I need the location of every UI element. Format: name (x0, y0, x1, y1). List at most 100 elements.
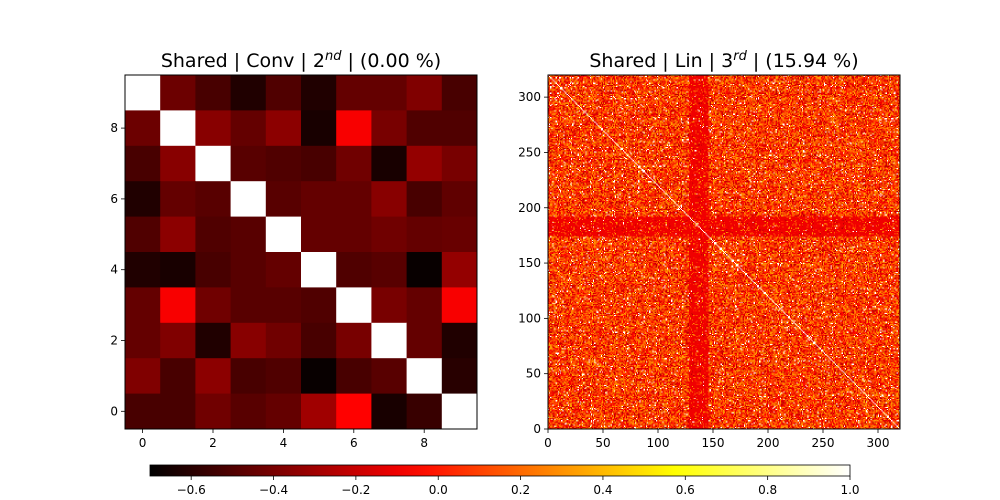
heatmap-cell-7-4 (265, 322, 302, 359)
lin-heatmap-frame (547, 74, 901, 430)
heatmap-cell-9-7 (371, 393, 407, 430)
heatmap-cell-2-8 (406, 145, 443, 182)
heatmap-cell-3-7 (371, 181, 407, 217)
heatmap-cell-8-5 (301, 358, 337, 394)
heatmap-cell-2-0 (125, 145, 161, 182)
heatmap-cell-3-1 (160, 181, 196, 217)
colorbar-tick-label: 0.8 (758, 483, 777, 497)
heatmap-cell-7-3 (230, 322, 267, 359)
lin-xtick-label: 200 (757, 436, 780, 450)
heatmap-cell-4-7 (371, 216, 407, 253)
heatmap-cell-2-1 (160, 145, 196, 182)
heatmap-cell-2-2 (195, 145, 231, 182)
heatmap-cell-6-0 (125, 287, 161, 324)
heatmap-cell-1-1 (160, 110, 196, 147)
lin-ytick-label: 250 (518, 145, 541, 159)
heatmap-cell-7-7 (371, 322, 407, 359)
heatmap-cell-2-6 (336, 145, 372, 182)
lin-heatmap-canvas (548, 75, 900, 429)
heatmap-cell-9-2 (195, 393, 231, 430)
heatmap-cell-1-2 (195, 110, 231, 147)
lin-ytick-label: 100 (518, 311, 541, 325)
heatmap-cell-6-6 (336, 287, 372, 324)
heatmap-cell-3-6 (336, 181, 372, 217)
lin-xtick-label: 250 (812, 436, 835, 450)
conv-xtick-label: 4 (280, 436, 288, 450)
heatmap-cell-1-3 (230, 110, 267, 147)
heatmap-cell-0-2 (195, 75, 231, 111)
lin-ytick-label: 150 (518, 256, 541, 270)
heatmap-cell-7-9 (441, 322, 478, 359)
heatmap-cell-5-5 (301, 252, 337, 288)
heatmap-cell-5-1 (160, 252, 196, 288)
heatmap-cell-6-2 (195, 287, 231, 324)
colorbar-tick-label: 1.0 (840, 483, 859, 497)
heatmap-cell-8-4 (265, 358, 302, 394)
conv-heatmap-panel: Shared | Conv | 2nd | (0.00 %) 0 2 4 6 8 0 2 4… (110, 49, 478, 450)
colorbar-tick-label: 0.4 (593, 483, 612, 497)
heatmap-cell-3-3 (230, 181, 267, 217)
heatmap-cell-4-9 (441, 216, 478, 253)
colorbar-tick-label: −0.6 (177, 483, 206, 497)
conv-x-axis: 0 2 4 6 8 (139, 429, 428, 450)
colorbar-tick-label: 0.2 (511, 483, 530, 497)
heatmap-cell-0-4 (265, 75, 302, 111)
heatmap-cell-0-1 (160, 75, 196, 111)
conv-y-axis: 0 2 4 6 8 (110, 121, 125, 418)
lin-ytick-label: 0 (533, 422, 541, 436)
colorbar-bar (149, 464, 851, 477)
heatmap-cell-9-1 (160, 393, 196, 430)
heatmap-cell-1-7 (371, 110, 407, 147)
heatmap-cell-8-0 (125, 358, 161, 394)
heatmap-cell-9-6 (336, 393, 372, 430)
heatmap-cell-2-7 (371, 145, 407, 182)
lin-ytick-label: 300 (518, 90, 541, 104)
heatmap-cell-3-4 (265, 181, 302, 217)
colorbar-ticks: −0.6 −0.4 −0.2 0.0 0.2 0.4 0.6 0.8 1.0 (177, 476, 860, 497)
conv-heatmap-title: Shared | Conv | 2nd | (0.00 %) (161, 49, 441, 72)
heatmap-cell-3-9 (441, 181, 478, 217)
lin-heatmap-image (548, 75, 900, 429)
heatmap-cell-9-3 (230, 393, 267, 430)
heatmap-cell-3-8 (406, 181, 443, 217)
lin-xtick-label: 0 (544, 436, 552, 450)
heatmap-cell-7-8 (406, 322, 443, 359)
heatmap-cell-2-5 (301, 145, 337, 182)
conv-ytick-label: 6 (110, 192, 118, 206)
heatmap-cell-6-5 (301, 287, 337, 324)
conv-xtick-label: 2 (209, 436, 217, 450)
lin-heatmap-title: Shared | Lin | 3rd | (15.94 %) (589, 49, 858, 72)
heatmap-cell-6-7 (371, 287, 407, 324)
heatmap-cell-9-5 (301, 393, 337, 430)
heatmap-cell-4-0 (125, 216, 161, 253)
heatmap-cell-4-3 (230, 216, 267, 253)
heatmap-cell-5-6 (336, 252, 372, 288)
heatmap-cell-1-4 (265, 110, 302, 147)
heatmap-cell-8-8 (406, 358, 443, 394)
heatmap-cell-3-5 (301, 181, 337, 217)
heatmap-cell-7-0 (125, 322, 161, 359)
lin-xtick-label: 100 (647, 436, 670, 450)
lin-xtick-label: 150 (702, 436, 725, 450)
heatmap-cell-6-3 (230, 287, 267, 324)
heatmap-cell-5-8 (406, 252, 443, 288)
heatmap-cell-4-8 (406, 216, 443, 253)
heatmap-cell-8-3 (230, 358, 267, 394)
conv-ytick-label: 2 (110, 334, 118, 348)
conv-ytick-label: 8 (110, 121, 118, 135)
heatmap-cell-0-0 (125, 75, 161, 111)
conv-xtick-label: 6 (350, 436, 358, 450)
heatmap-cell-1-9 (441, 110, 478, 147)
heatmap-cell-0-7 (371, 75, 407, 111)
heatmap-cell-5-0 (125, 252, 161, 288)
heatmap-cell-2-4 (265, 145, 302, 182)
heatmap-cell-5-7 (371, 252, 407, 288)
heatmap-cell-0-5 (301, 75, 337, 111)
heatmap-cell-8-9 (441, 358, 478, 394)
heatmap-cell-1-8 (406, 110, 443, 147)
heatmap-cell-7-1 (160, 322, 196, 359)
heatmap-cell-7-5 (301, 322, 337, 359)
colorbar-tick-label: −0.4 (259, 483, 288, 497)
heatmap-cell-6-9 (441, 287, 478, 324)
